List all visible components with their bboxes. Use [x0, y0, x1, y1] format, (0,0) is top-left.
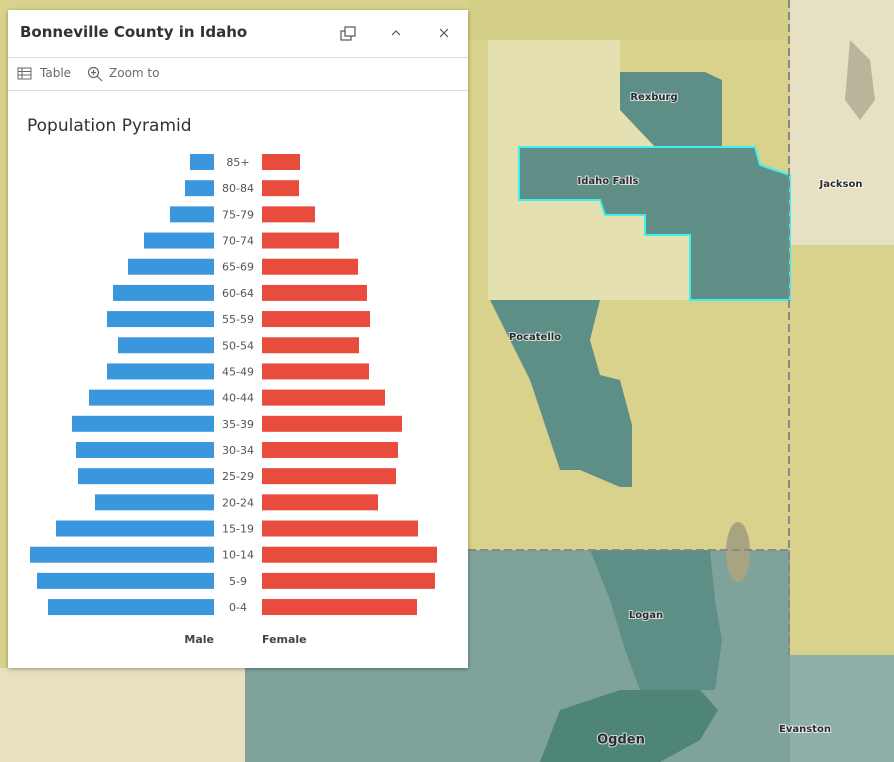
map-label: Idaho Falls [578, 176, 639, 187]
bar [89, 389, 214, 406]
lake [726, 522, 750, 582]
bar [128, 258, 214, 275]
map-label: Evanston [779, 724, 831, 735]
bar [262, 180, 299, 197]
bar [262, 311, 370, 328]
map-label: Ogden [597, 733, 645, 748]
category-label: 75-79 [222, 208, 254, 221]
bar [262, 415, 402, 432]
popup-title: Bonneville County in Idaho [20, 23, 248, 41]
region [790, 0, 894, 245]
zoom-to-button[interactable]: Zoom to [109, 66, 160, 80]
popup: Bonneville County in Idaho Table Zoom to… [8, 10, 468, 668]
category-label: 50-54 [222, 339, 254, 352]
bar [262, 154, 300, 170]
map-label: Rexburg [630, 92, 677, 103]
county [590, 550, 722, 690]
category-label: 70-74 [222, 235, 254, 248]
bar [262, 494, 378, 511]
category-label: 10-14 [222, 549, 254, 562]
bar [95, 494, 214, 511]
bar [262, 599, 417, 616]
bar [185, 180, 214, 197]
chart-title: Population Pyramid [27, 116, 192, 136]
selected-county [518, 146, 791, 301]
bar [170, 206, 214, 223]
category-label: 65-69 [222, 261, 254, 274]
category-label: 35-39 [222, 418, 254, 431]
bar [262, 337, 359, 354]
category-label: 60-64 [222, 287, 254, 300]
region [0, 668, 245, 762]
bar [262, 546, 437, 563]
zoom-icon [87, 66, 103, 82]
category-label: 55-59 [222, 313, 254, 326]
bar [76, 441, 214, 458]
bar [262, 363, 369, 380]
terrain [845, 40, 875, 120]
toolbar: Table Zoom to [8, 58, 468, 91]
region [468, 0, 790, 40]
bar [72, 415, 214, 432]
bar [37, 572, 214, 589]
bar [78, 468, 214, 485]
county [620, 72, 722, 147]
bar [262, 232, 339, 249]
bar [262, 206, 315, 223]
bar [262, 389, 385, 406]
map-label: Logan [629, 610, 663, 621]
county [490, 300, 632, 487]
bar [30, 546, 214, 563]
popup-header: Bonneville County in Idaho [8, 10, 468, 58]
category-label: 5-9 [229, 575, 247, 588]
table-button[interactable]: Table [40, 66, 72, 80]
category-label: 45-49 [222, 365, 254, 378]
county [540, 690, 718, 762]
bar [190, 154, 214, 170]
bar [107, 311, 214, 328]
category-label: 0-4 [229, 601, 247, 614]
header-buttons [340, 26, 449, 41]
legend-label: Male [184, 633, 214, 646]
category-label: 85+ [226, 156, 249, 169]
category-label: 25-29 [222, 470, 254, 483]
category-label: 15-19 [222, 523, 254, 536]
category-label: 80-84 [222, 182, 254, 195]
category-label: 40-44 [222, 392, 254, 405]
bar [144, 232, 214, 249]
bar [113, 284, 214, 301]
bar [107, 363, 214, 380]
table-icon [17, 67, 32, 80]
region [790, 655, 894, 762]
bar [262, 520, 418, 537]
close-button[interactable] [439, 28, 449, 38]
bar [262, 572, 435, 589]
chart: Population Pyramid 85+ 80-84 75-79 70-74 65-… [27, 116, 437, 646]
bar [118, 337, 214, 354]
map-label: Jackson [819, 179, 863, 190]
bar [56, 520, 214, 537]
category-label: 20-24 [222, 496, 254, 509]
category-label: 30-34 [222, 444, 254, 457]
bar [262, 258, 358, 275]
collapse-button[interactable] [391, 30, 401, 36]
map-label: Pocatello [509, 332, 561, 343]
bar [262, 441, 398, 458]
bar [262, 284, 367, 301]
legend-label: Female [262, 633, 307, 646]
bar [262, 468, 396, 485]
bar [48, 599, 214, 616]
